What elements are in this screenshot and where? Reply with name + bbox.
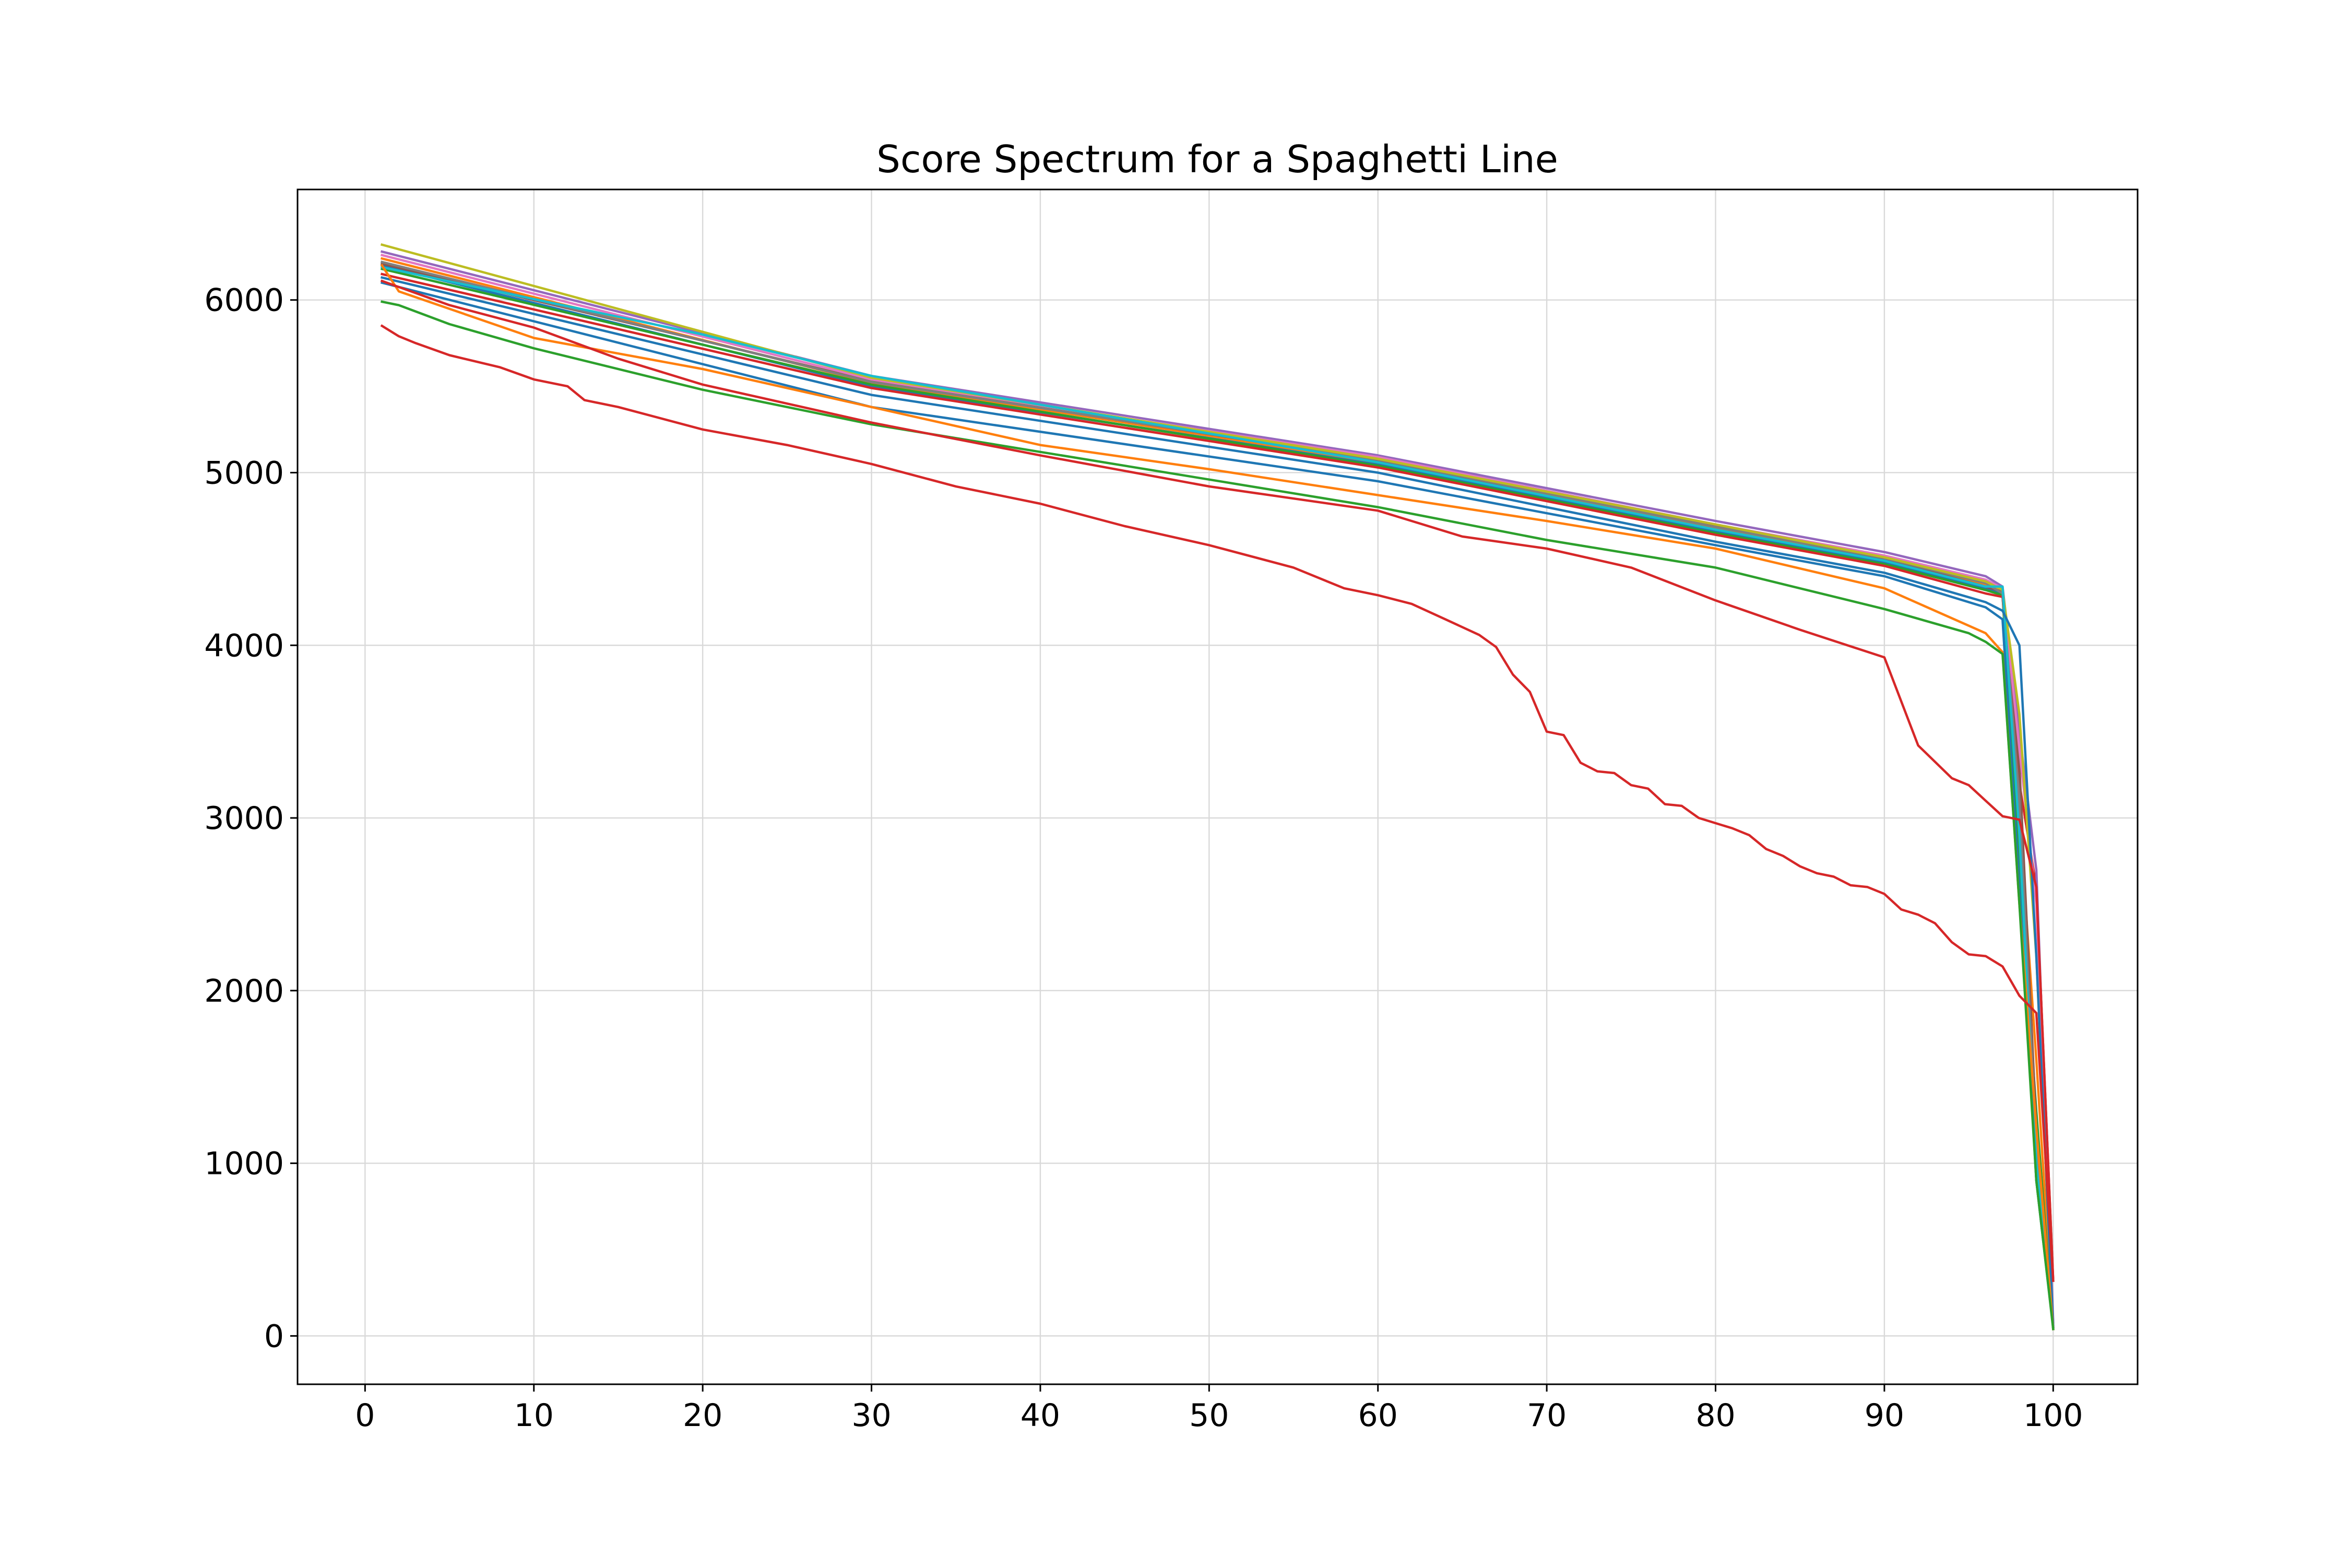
x-tick-label: 70: [1527, 1397, 1567, 1434]
x-tick-label: 100: [2023, 1397, 2083, 1434]
series-line: [380, 324, 2055, 1282]
series-line: [381, 300, 2055, 1331]
x-tick-label: 20: [683, 1397, 722, 1434]
x-tick-label: 40: [1021, 1397, 1060, 1434]
y-tick-label: 6000: [204, 282, 284, 319]
y-tick-label: 4000: [204, 627, 284, 664]
y-tick-label: 0: [264, 1318, 284, 1355]
series-line: [380, 276, 2055, 1327]
x-tick-label: 50: [1189, 1397, 1229, 1434]
y-axis: 0 1000 2000 3000 4000 5000 6000: [204, 282, 298, 1355]
x-tick-label: 10: [514, 1397, 554, 1434]
x-tick-label: 0: [355, 1397, 375, 1434]
y-tick-label: 5000: [204, 455, 284, 491]
y-tick-label: 1000: [204, 1146, 284, 1182]
x-tick-label: 30: [851, 1397, 891, 1434]
series-line: [380, 260, 2055, 1329]
x-tick-label: 60: [1358, 1397, 1398, 1434]
x-axis: 0 10 20 30 40 50 60 70 80 90 100: [355, 1384, 2083, 1434]
x-tick-label: 90: [1865, 1397, 1904, 1434]
chart-title: Score Spectrum for a Spaghetti Line: [876, 137, 1558, 181]
series-line: [380, 279, 2055, 1282]
series-line: [381, 266, 2055, 1329]
series-lines: [380, 243, 2055, 1331]
y-tick-label: 2000: [204, 973, 284, 1009]
gridlines: [298, 189, 2138, 1384]
y-tick-label: 3000: [204, 800, 284, 837]
axes-frame: [296, 188, 2139, 1385]
x-tick-label: 80: [1695, 1397, 1735, 1434]
